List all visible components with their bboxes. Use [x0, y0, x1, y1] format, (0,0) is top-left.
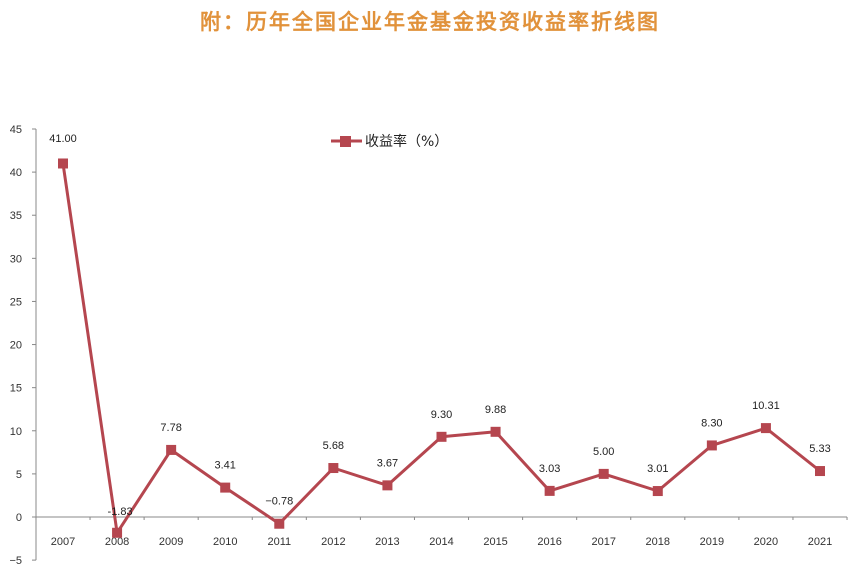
- legend: 收益率（%）: [331, 133, 448, 150]
- data-point-marker: [166, 444, 177, 455]
- x-tick-label: 2009: [159, 536, 183, 548]
- data-label: 9.30: [431, 409, 452, 421]
- x-tick-label: 2016: [537, 536, 561, 548]
- data-label: 3.01: [647, 463, 668, 475]
- data-label: 5.33: [809, 443, 830, 455]
- series-line: [61, 163, 821, 535]
- y-tick-label: 35: [10, 210, 22, 222]
- data-point-marker: [220, 482, 231, 493]
- y-tick-label: 5: [16, 469, 22, 481]
- data-label: 9.88: [485, 404, 506, 416]
- data-point-marker: [490, 426, 501, 437]
- data-point-marker: [382, 480, 393, 491]
- y-tick-label: 40: [10, 167, 22, 179]
- data-labels: 41.00 -1.83 7.78 3.41 −0.78 5.68 3.67 9.30 9.88 3…: [49, 133, 830, 518]
- y-tick-label: 0: [16, 512, 22, 524]
- data-point-marker: [58, 158, 68, 169]
- x-axis: 2007 2008 2009 2010 2011 2012 2013 2014 2015 2016…: [35, 516, 848, 548]
- x-tick-label: 2014: [429, 536, 453, 548]
- chart-title: 附：历年全国企业年金基金投资收益率折线图: [200, 10, 660, 34]
- legend-marker-icon: [340, 136, 351, 147]
- data-point-marker: [544, 485, 555, 496]
- data-point-marker: [815, 466, 825, 477]
- data-point-marker: [598, 468, 609, 479]
- data-point-marker: [274, 518, 285, 529]
- legend-label: 收益率（%）: [365, 133, 448, 150]
- y-tick-label: 15: [10, 383, 22, 395]
- data-point-marker: [328, 463, 339, 474]
- data-label: -1.83: [108, 506, 133, 518]
- data-label: 3.67: [377, 457, 398, 469]
- data-label: 5.00: [593, 446, 614, 458]
- y-tick-label: 10: [10, 426, 22, 438]
- data-point-marker: [706, 440, 717, 451]
- data-label: 41.00: [49, 133, 77, 145]
- x-tick-label: 2008: [105, 536, 129, 548]
- y-tick-label: −5: [9, 555, 22, 567]
- data-label: 10.31: [752, 400, 780, 412]
- y-tick-label: 25: [10, 296, 22, 308]
- x-tick-label: 2013: [375, 536, 399, 548]
- y-tick-label: 20: [10, 340, 22, 352]
- x-tick-label: 2020: [754, 536, 778, 548]
- x-tick-label: 2007: [51, 536, 75, 548]
- data-point-marker: [652, 486, 663, 497]
- y-tick-label: 45: [10, 124, 22, 136]
- x-tick-label: 2018: [646, 536, 670, 548]
- data-point-marker: [436, 431, 447, 442]
- data-label: 8.30: [701, 417, 722, 429]
- x-tick-label: 2012: [321, 536, 345, 548]
- y-tick-label: 30: [10, 253, 22, 265]
- x-tick-label: 2011: [267, 536, 291, 548]
- data-label: 3.03: [539, 463, 560, 475]
- data-label: 3.41: [215, 460, 236, 472]
- data-label: 5.68: [323, 440, 344, 452]
- data-label: 7.78: [160, 422, 181, 434]
- data-point-marker: [112, 527, 123, 538]
- data-point-marker: [760, 423, 771, 434]
- series-return-rate: [58, 158, 825, 538]
- x-tick-label: 2015: [483, 536, 507, 548]
- x-tick-label: 2010: [213, 536, 237, 548]
- x-tick-label: 2019: [700, 536, 724, 548]
- y-axis: 45 40 35 30 25 20 15 10 5 0 −5: [9, 124, 37, 567]
- x-tick-label: 2021: [808, 536, 832, 548]
- x-tick-label: 2017: [591, 536, 615, 548]
- data-label: −0.78: [265, 496, 293, 508]
